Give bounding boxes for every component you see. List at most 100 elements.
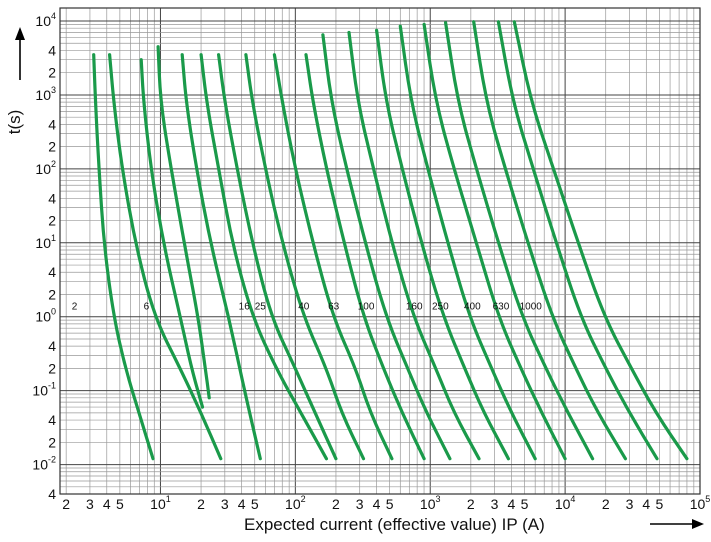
plot-frame (59, 7, 701, 495)
fuse-curve-14 (398, 24, 537, 461)
fuse-curve-15 (422, 22, 567, 461)
fuse-curve-19 (512, 20, 689, 461)
y-tick-label: 4 (48, 264, 56, 280)
rating-label: 6 (144, 302, 150, 313)
x-tick-label: 5 (655, 496, 663, 512)
axes: Expected current (effective value) IP (A… (5, 27, 704, 534)
x-tick-label: 5 (116, 496, 124, 512)
y-tick-label: 2 (48, 286, 56, 302)
y-tick-label: 4 (48, 190, 56, 206)
fuse-curve-13 (375, 28, 510, 461)
fuse-curve-4 (156, 45, 211, 400)
x-axis-label: Expected current (effective value) IP (A… (244, 515, 545, 534)
x-tick-label: 2 (602, 496, 610, 512)
x-tick-label-exponent: 5 (705, 494, 710, 504)
fuse-curve-16 (444, 21, 595, 461)
x-tick-label-exponent: 4 (570, 494, 575, 504)
x-axis-arrowhead-icon (692, 519, 704, 529)
fuse-curve-3 (139, 58, 205, 409)
fuse-curve-11 (321, 33, 452, 461)
y-axis-arrowhead-icon (15, 27, 25, 40)
x-tick-label: 4 (642, 496, 650, 512)
x-tick-label: 2 (332, 496, 340, 512)
x-tick-label-base: 10 (150, 496, 166, 512)
y-axis-label: t(s) (5, 110, 24, 135)
y-tick-label-exponent: -1 (48, 381, 56, 391)
rating-label: 63 (328, 302, 340, 313)
y-tick-label-base: 10 (35, 161, 51, 177)
x-tick-label: 102 (285, 494, 306, 512)
y-tick-label-base: 10 (35, 309, 51, 325)
y-tick-label-exponent: 1 (51, 233, 56, 243)
y-tick-label-exponent: 3 (51, 85, 56, 95)
y-tick-label: 103 (35, 85, 56, 103)
x-tick-label: 4 (103, 496, 111, 512)
y-tick-label: 2 (48, 65, 56, 81)
fuse-curve-1 (92, 53, 155, 461)
y-tick-label-exponent: 0 (51, 307, 56, 317)
rating-label: 400 (464, 302, 481, 313)
fuse-curve-5 (180, 53, 262, 461)
fuse-curve-10 (304, 53, 426, 461)
x-tick-label-base: 10 (285, 496, 301, 512)
y-tick-label: 2 (48, 213, 56, 229)
rating-label: 1000 (520, 302, 543, 313)
x-tick-label-base: 10 (555, 496, 571, 512)
rating-label: 630 (493, 302, 510, 313)
fuse-curve-2 (108, 53, 223, 461)
x-tick-label: 104 (555, 494, 576, 512)
y-tick-label: 104 (35, 11, 56, 29)
y-tick-label-base: 10 (32, 457, 48, 473)
x-tick-label-exponent: 3 (436, 494, 441, 504)
x-tick-label: 3 (356, 496, 364, 512)
x-tick-label-exponent: 2 (301, 494, 306, 504)
y-tick-label: 100 (35, 307, 56, 325)
x-tick-label: 2 (62, 496, 70, 512)
y-tick-label: 102 (35, 159, 56, 177)
x-tick-label: 3 (221, 496, 229, 512)
fuse-curve-17 (472, 20, 627, 461)
y-tick-label-exponent: 4 (51, 11, 56, 21)
rating-label: 100 (358, 302, 375, 313)
fuse-curve-9 (272, 53, 394, 461)
x-tick-label: 4 (373, 496, 381, 512)
x-tick-label: 4 (508, 496, 516, 512)
rating-label: 25 (255, 302, 267, 313)
y-tick-label: 4 (48, 116, 56, 132)
x-tick-label-base: 10 (690, 496, 706, 512)
x-tick-label: 3 (491, 496, 499, 512)
y-tick-label-exponent: 2 (51, 159, 56, 169)
rating-label: 160 (406, 302, 423, 313)
x-tick-label: 4 (238, 496, 246, 512)
y-tick-label-exponent: -2 (48, 455, 56, 465)
y-tick-label-base: 10 (35, 87, 51, 103)
x-tick-label: 105 (690, 494, 711, 512)
y-tick-label: 101 (35, 233, 56, 251)
x-tick-label: 2 (197, 496, 205, 512)
x-tick-label: 3 (626, 496, 634, 512)
y-tick-label-base: 10 (35, 235, 51, 251)
rating-labels: 2 6 16 25 40 63 100 160 250 400 630 1000 (72, 302, 543, 313)
x-tick-label: 5 (386, 496, 394, 512)
rating-label: 2 (72, 302, 78, 313)
fuse-curve-6 (199, 53, 328, 461)
y-tick-label: 4 (48, 486, 56, 502)
fuse-curve-12 (347, 30, 481, 461)
y-tick-label: 2 (48, 434, 56, 450)
fuse-curve-8 (244, 53, 366, 461)
x-tick-label: 2 (467, 496, 475, 512)
y-tick-label-base: 10 (35, 13, 51, 29)
y-tick-label: 4 (48, 42, 56, 58)
y-tick-label: 10-2 (32, 455, 56, 473)
x-tick-label: 101 (150, 494, 171, 512)
x-tick-labels: 2 3 4 5 101 2 3 4 5 102 2 3 4 5 103 2 3 4 5 104 2 3 4 5 105 (62, 494, 710, 512)
x-tick-label-exponent: 1 (166, 494, 171, 504)
y-tick-label: 2 (48, 360, 56, 376)
rating-label: 16 (239, 302, 251, 313)
fuse-curve-7 (217, 53, 338, 461)
fuse-curve-18 (496, 20, 659, 461)
y-tick-label: 10-1 (32, 381, 56, 399)
y-tick-label: 2 (48, 139, 56, 155)
